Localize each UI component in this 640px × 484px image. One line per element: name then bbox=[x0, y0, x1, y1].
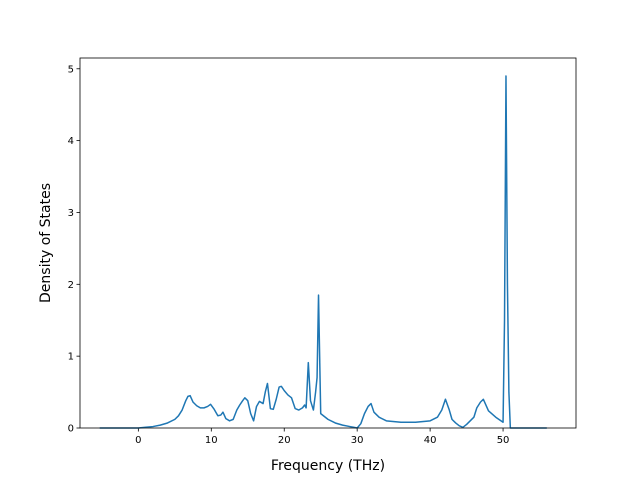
x-axis-label: Frequency (THz) bbox=[271, 458, 385, 474]
x-tick-label: 10 bbox=[205, 435, 218, 446]
y-tick-label: 4 bbox=[68, 136, 74, 147]
y-tick-label: 0 bbox=[68, 424, 74, 435]
dos-series-line bbox=[99, 75, 547, 429]
y-tick-label: 1 bbox=[68, 352, 74, 363]
x-axis-ticks: 0 10 20 30 40 50 bbox=[135, 428, 509, 446]
x-tick-label: 50 bbox=[497, 435, 510, 446]
x-tick-label: 30 bbox=[351, 435, 364, 446]
x-tick-label: 20 bbox=[278, 435, 291, 446]
y-tick-label: 5 bbox=[68, 64, 74, 75]
x-tick-label: 40 bbox=[424, 435, 437, 446]
y-axis-ticks: 0 1 2 3 4 5 bbox=[68, 64, 80, 435]
y-tick-label: 2 bbox=[68, 280, 74, 291]
y-tick-label: 3 bbox=[68, 208, 74, 219]
plot-area bbox=[80, 58, 576, 428]
x-tick-label: 0 bbox=[135, 435, 141, 446]
plot-frame bbox=[79, 57, 577, 429]
y-axis-label: Density of States bbox=[38, 183, 54, 303]
